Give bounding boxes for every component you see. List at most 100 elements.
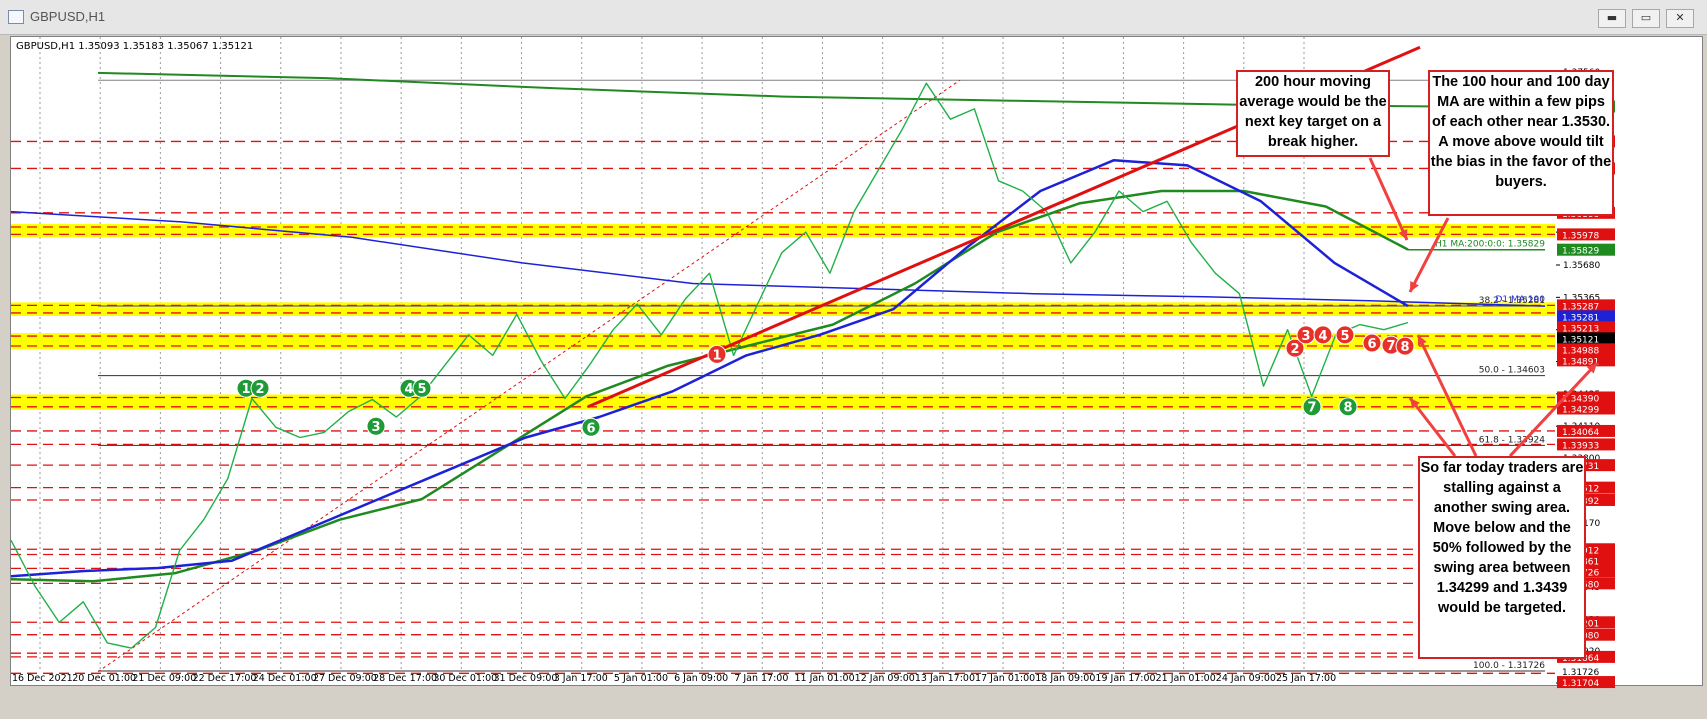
- x-tick-label-10: 5 Jan 01:00: [614, 673, 668, 684]
- price-tag-bg-13: [1557, 391, 1615, 404]
- price-tag-11: 1.34988: [1562, 346, 1599, 356]
- marker-green-6: [581, 417, 601, 437]
- marker-label-6: 7: [1386, 339, 1395, 354]
- arrow-to-100-ma-shaft: [1408, 217, 1450, 293]
- marker-label-9: 2: [255, 382, 264, 397]
- fib-diagonal: [97, 79, 961, 673]
- price-tag-bg-12: [1557, 354, 1615, 367]
- swing-zone-0: [11, 223, 1555, 238]
- x-tick-label-11: 6 Jan 09:00: [674, 673, 728, 684]
- marker-label-12: 5: [417, 382, 426, 397]
- x-tick-label-14: 12 Jan 09:00: [855, 673, 915, 684]
- price-tag-bg-8: [1557, 310, 1615, 323]
- price-tag-bg-15: [1557, 424, 1615, 437]
- price-tag-5: 1.35978: [1562, 231, 1599, 241]
- marker-red-6: [1362, 333, 1382, 353]
- price-tag-12: 1.34891: [1562, 357, 1599, 367]
- x-tick-label-3: 22 Dec 17:00: [193, 673, 257, 684]
- price-tag-27: 1.31726: [1562, 668, 1599, 678]
- arrow-to-100-ma-head: [1410, 281, 1419, 292]
- window-title: GBPUSD,H1: [30, 9, 106, 24]
- price-tag-bg-27: [1557, 665, 1615, 678]
- marker-label-13: 6: [586, 421, 595, 436]
- marker-green-2: [250, 378, 270, 398]
- marker-label-11: 4: [404, 382, 413, 397]
- marker-green-7: [1302, 397, 1322, 417]
- arrow-to-200h-ma-head: [1398, 229, 1408, 240]
- marker-green-3: [366, 416, 386, 436]
- x-tick-label-6: 28 Dec 17:00: [373, 673, 437, 684]
- marker-green-8: [1338, 397, 1358, 417]
- arrow-to-fifty-pct-head: [1586, 363, 1597, 374]
- arrow-to-swing-area-shaft: [1408, 397, 1457, 457]
- h1-ma200-label: H1 MA:200:0:0: 1.35829: [1435, 240, 1545, 250]
- marker-label-3: 4: [1318, 329, 1327, 344]
- x-tick-label-9: 3 Jan 17:00: [554, 673, 608, 684]
- marker-label-2: 3: [1301, 329, 1310, 344]
- price-tag-28: 1.31704: [1562, 679, 1599, 689]
- marker-red-4: [1313, 325, 1333, 345]
- price-tag-bg-5: [1557, 228, 1615, 241]
- swing-zone-3: [11, 394, 1555, 410]
- fib-label-3: 61.8 - 1.33924: [1479, 435, 1545, 445]
- price-tag-10: 1.35121: [1562, 335, 1599, 345]
- close-button[interactable]: ✕: [1666, 9, 1694, 28]
- x-tick-label-15: 13 Jan 17:00: [915, 673, 975, 684]
- price-tag-bg-14: [1557, 402, 1615, 415]
- symbol-header: GBPUSD,H1 1.35093 1.35183 1.35067 1.3512…: [16, 41, 253, 52]
- marker-red-2: [1285, 338, 1305, 358]
- annotation-100-ma: The 100 hour and 100 day MA are within a…: [1428, 70, 1614, 216]
- arrow-to-today-highs-head: [1417, 335, 1427, 346]
- marker-green-5: [412, 378, 432, 398]
- marker-label-10: 3: [371, 420, 380, 435]
- price-tag-bg-9: [1557, 321, 1615, 334]
- x-tick-label-18: 19 Jan 17:00: [1095, 673, 1155, 684]
- x-tick-label-19: 21 Jan 01:00: [1156, 673, 1216, 684]
- swing-zone-1: [11, 302, 1555, 316]
- minimize-button[interactable]: ▬: [1598, 9, 1626, 28]
- price-line: [10, 82, 1409, 649]
- marker-red-1: [707, 344, 727, 364]
- x-tick-label-17: 18 Jan 09:00: [1035, 673, 1095, 684]
- marker-label-7: 8: [1400, 340, 1409, 355]
- x-tick-label-2: 21 Dec 09:00: [132, 673, 196, 684]
- price-tag-6: 1.35829: [1562, 247, 1599, 257]
- price-tag-14: 1.34299: [1562, 405, 1599, 415]
- marker-label-15: 8: [1343, 401, 1352, 416]
- d1-ma100-label: D1 MA:100: [1496, 295, 1546, 305]
- x-tick-label-7: 30 Dec 01:00: [433, 673, 497, 684]
- price-tag-7: 1.35287: [1562, 302, 1599, 312]
- x-tick-label-16: 17 Jan 01:00: [975, 673, 1035, 684]
- price-tag-8: 1.35281: [1562, 313, 1599, 323]
- price-tag-bg-11: [1557, 343, 1615, 356]
- price-label-7: 1.35365: [1563, 293, 1600, 303]
- x-tick-label-12: 7 Jan 17:00: [734, 673, 788, 684]
- title-bar: GBPUSD,H1 ▬ ▭ ✕: [0, 0, 1707, 35]
- price-tag-bg-6: [1557, 243, 1615, 256]
- arrow-to-200h-ma-shaft: [1368, 157, 1409, 241]
- price-tag-bg-16: [1557, 438, 1615, 451]
- price-label-6: 1.35680: [1563, 261, 1600, 271]
- price-tag-13: 1.34390: [1562, 394, 1599, 404]
- arrow-to-swing-area-head: [1410, 398, 1420, 409]
- chart-window-icon: [8, 10, 24, 24]
- arrow-to-today-highs-shaft: [1416, 334, 1478, 457]
- annotation-swing-area: So far today traders are stalling agains…: [1418, 456, 1586, 659]
- maximize-button[interactable]: ▭: [1632, 9, 1660, 28]
- annotation-200h-ma: 200 hour moving average would be the nex…: [1236, 70, 1390, 157]
- fib-label-2: 50.0 - 1.34603: [1479, 366, 1545, 376]
- marker-label-14: 7: [1307, 401, 1316, 416]
- x-tick-label-4: 24 Dec 01:00: [253, 673, 317, 684]
- price-tag-15: 1.34064: [1562, 428, 1599, 438]
- x-tick-label-1: 20 Dec 01:00: [72, 673, 136, 684]
- x-tick-label-20: 24 Jan 09:00: [1216, 673, 1276, 684]
- price-tag-9: 1.35213: [1562, 324, 1599, 334]
- fib-label-4: 100.0 - 1.31726: [1473, 661, 1545, 671]
- x-tick-label-0: 16 Dec 2021: [12, 673, 73, 684]
- marker-red-8: [1395, 336, 1415, 356]
- marker-label-8: 1: [241, 382, 250, 397]
- x-tick-label-8: 31 Dec 09:00: [494, 673, 558, 684]
- price-tag-bg-10: [1557, 332, 1615, 345]
- marker-label-1: 2: [1290, 342, 1299, 357]
